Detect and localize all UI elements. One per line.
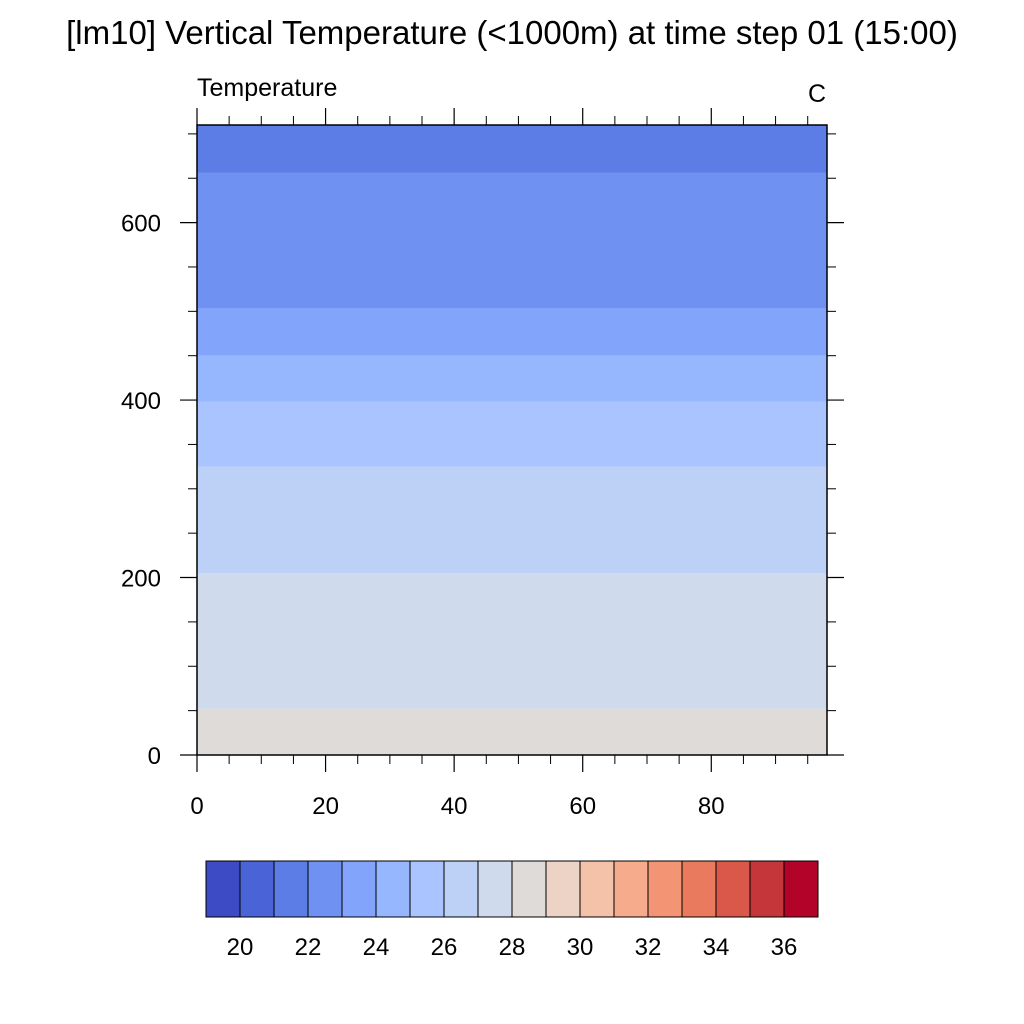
colorbar-box-16 bbox=[749, 860, 785, 918]
colorbar-box-3 bbox=[307, 860, 343, 918]
y-tick-label: 200 bbox=[121, 566, 161, 593]
units-label: C bbox=[808, 80, 827, 108]
colorbar-box-11 bbox=[579, 860, 615, 918]
colorbar-box-2 bbox=[273, 860, 309, 918]
temperature-layer-7 bbox=[197, 125, 827, 173]
colorbar-box-0 bbox=[205, 860, 241, 918]
x-tick-label: 40 bbox=[441, 793, 468, 820]
colorbar-labels: 20 22 24 26 28 30 32 34 36 bbox=[227, 934, 798, 961]
chart-title: [lm10] Vertical Temperature (<1000m) at … bbox=[66, 14, 958, 51]
plot-frame bbox=[196, 124, 828, 756]
colorbar-label: 36 bbox=[771, 934, 798, 961]
x-tick-label: 60 bbox=[569, 793, 596, 820]
temperature-layers bbox=[197, 125, 827, 755]
tick-labels: 0 20 40 60 80 0 200 400 600 bbox=[121, 211, 725, 820]
colorbar-box-12 bbox=[613, 860, 649, 918]
colorbar-box-13 bbox=[647, 860, 683, 918]
colorbar-label: 28 bbox=[499, 934, 526, 961]
temperature-layer-6 bbox=[197, 172, 827, 309]
x-tick-label: 0 bbox=[190, 793, 203, 820]
temperature-layer-0 bbox=[197, 708, 827, 755]
colorbar-box-4 bbox=[341, 860, 377, 918]
colorbar-label: 34 bbox=[703, 934, 730, 961]
major-ticks bbox=[180, 108, 844, 772]
colorbar-box-5 bbox=[375, 860, 411, 918]
colorbar-label: 22 bbox=[295, 934, 322, 961]
colorbar bbox=[205, 860, 819, 918]
variable-label: Temperature bbox=[197, 74, 338, 102]
temperature-layer-4 bbox=[197, 355, 827, 402]
temperature-layer-2 bbox=[197, 466, 827, 574]
colorbar-box-10 bbox=[545, 860, 581, 918]
x-tick-label: 80 bbox=[698, 793, 725, 820]
temperature-layer-3 bbox=[197, 401, 827, 467]
y-tick-label: 0 bbox=[148, 743, 161, 770]
colorbar-box-7 bbox=[443, 860, 479, 918]
y-tick-label: 600 bbox=[121, 211, 161, 238]
colorbar-box-8 bbox=[477, 860, 513, 918]
temperature-layer-5 bbox=[197, 308, 827, 356]
temperature-layer-1 bbox=[197, 573, 827, 709]
colorbar-label: 30 bbox=[567, 934, 594, 961]
colorbar-box-14 bbox=[681, 860, 717, 918]
colorbar-label: 26 bbox=[431, 934, 458, 961]
colorbar-box-17 bbox=[783, 860, 819, 918]
colorbar-box-1 bbox=[239, 860, 275, 918]
colorbar-label: 24 bbox=[363, 934, 390, 961]
colorbar-label: 32 bbox=[635, 934, 662, 961]
x-tick-label: 20 bbox=[312, 793, 339, 820]
colorbar-box-9 bbox=[511, 860, 547, 918]
colorbar-box-15 bbox=[715, 860, 751, 918]
colorbar-label: 20 bbox=[227, 934, 254, 961]
colorbar-box-6 bbox=[409, 860, 445, 918]
minor-ticks bbox=[188, 116, 836, 764]
y-tick-label: 400 bbox=[121, 388, 161, 415]
